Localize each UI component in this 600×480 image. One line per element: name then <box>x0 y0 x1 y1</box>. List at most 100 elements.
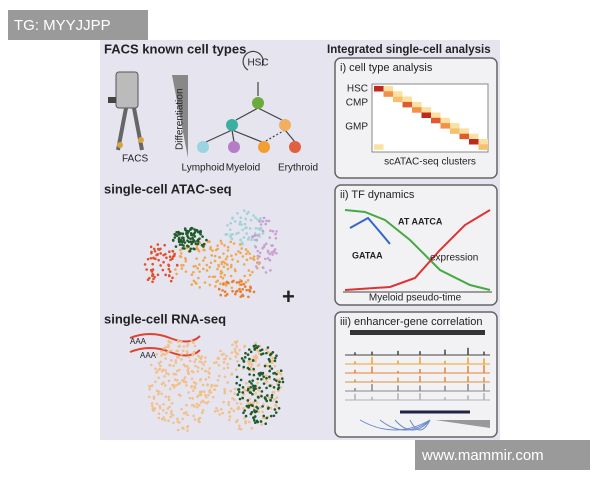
cell-dot <box>259 217 262 220</box>
cell-dot <box>252 255 256 258</box>
facs-label: FACS <box>122 154 148 165</box>
heatmap-cell <box>469 139 479 145</box>
cell-dot <box>268 384 272 388</box>
cell-dot <box>229 221 233 225</box>
cell-dot <box>264 271 268 274</box>
cell-dot <box>167 379 171 383</box>
cell-dot <box>239 427 243 431</box>
cell-dot <box>239 238 242 242</box>
cell-dot <box>181 240 184 244</box>
cell-dot <box>246 360 250 363</box>
cell-dot <box>262 382 266 385</box>
cell-dot <box>246 250 250 253</box>
cell-dot <box>256 249 260 253</box>
cell-dot <box>206 383 210 386</box>
cell-dot <box>205 269 209 272</box>
cell-dot <box>167 345 171 349</box>
cell-dot <box>238 424 241 428</box>
cell-dot <box>171 239 175 242</box>
cell-dot <box>251 359 255 362</box>
cell-dot <box>184 259 188 263</box>
cell-dot <box>240 280 243 283</box>
cell-dot <box>203 369 207 373</box>
cell-dot <box>268 252 272 256</box>
footer-box <box>415 440 590 470</box>
panel-title: ii) TF dynamics <box>340 189 415 201</box>
cell-dot <box>190 377 194 381</box>
cell-dot <box>197 404 201 407</box>
cell-dot <box>251 270 254 274</box>
cell-dot <box>261 266 265 269</box>
cell-dot <box>258 228 262 231</box>
cell-dot <box>217 287 221 291</box>
cell-dot <box>201 235 204 238</box>
axis-label: Differentiation <box>175 88 186 150</box>
heatmap-cell <box>469 133 479 140</box>
cell-dot <box>224 294 227 297</box>
cell-dot <box>218 413 222 416</box>
cell-dot <box>244 381 248 385</box>
heatmap-cell <box>374 86 384 92</box>
cell-dot <box>227 403 231 407</box>
cell-dot <box>174 361 178 365</box>
cell-dot <box>268 375 271 379</box>
cell-dot <box>207 376 211 379</box>
cell-dot <box>252 418 256 422</box>
cell-dot <box>180 358 183 361</box>
cell-dot <box>257 410 260 414</box>
cell-dot <box>177 339 180 342</box>
cell-dot <box>155 402 159 406</box>
heatmap-cell <box>440 123 450 129</box>
cell-dot <box>183 376 187 379</box>
row-label: GMP <box>345 122 368 133</box>
cell-dot <box>244 351 247 355</box>
cell-dot <box>157 258 160 262</box>
cell-dot <box>268 365 272 368</box>
cell-dot <box>213 254 217 258</box>
cell-dot <box>213 259 217 263</box>
cell-dot <box>185 403 188 407</box>
cell-dot <box>253 233 257 237</box>
cell-dot <box>245 212 249 215</box>
cell-dot <box>223 375 227 379</box>
cell-dot <box>160 369 164 373</box>
loop-arc <box>409 419 431 431</box>
cell-dot <box>230 254 233 258</box>
lineage-tree <box>205 50 296 143</box>
cell-dot <box>192 270 195 274</box>
cell-dot <box>275 372 278 376</box>
cell-dot <box>190 369 194 373</box>
cell-dot <box>184 380 188 384</box>
cell-dot <box>239 290 242 293</box>
cell-dot <box>274 356 277 360</box>
cell-dot <box>195 402 199 406</box>
cell-dot <box>223 262 227 265</box>
cell-dot <box>239 378 243 382</box>
cell-dot <box>170 358 173 362</box>
heatmap-cell <box>478 144 488 150</box>
cell-dot <box>263 396 267 399</box>
cell-dot <box>208 367 211 370</box>
cell-dot <box>175 264 179 267</box>
cell-dot <box>174 245 178 248</box>
hsc-label: HSC <box>247 58 268 69</box>
cell-dot <box>256 233 259 237</box>
polya-tail: AAA <box>140 351 157 360</box>
cell-dot <box>197 263 201 266</box>
cell-dot <box>270 244 273 247</box>
cell-dot <box>270 361 274 365</box>
cell-dot <box>266 250 270 254</box>
cell-dot <box>262 216 266 220</box>
cell-dot <box>193 386 196 389</box>
atac-scatter <box>143 209 278 299</box>
cell-dot <box>172 386 176 389</box>
cell-dot <box>165 256 168 260</box>
cell-dot <box>195 282 198 285</box>
cell-dot <box>226 249 230 252</box>
cell-dot <box>153 249 157 253</box>
cell-dot <box>191 240 194 244</box>
cell-dot <box>235 340 239 343</box>
cell-dot <box>178 243 182 246</box>
loop-arc <box>379 419 431 431</box>
cell-dot <box>245 288 249 292</box>
